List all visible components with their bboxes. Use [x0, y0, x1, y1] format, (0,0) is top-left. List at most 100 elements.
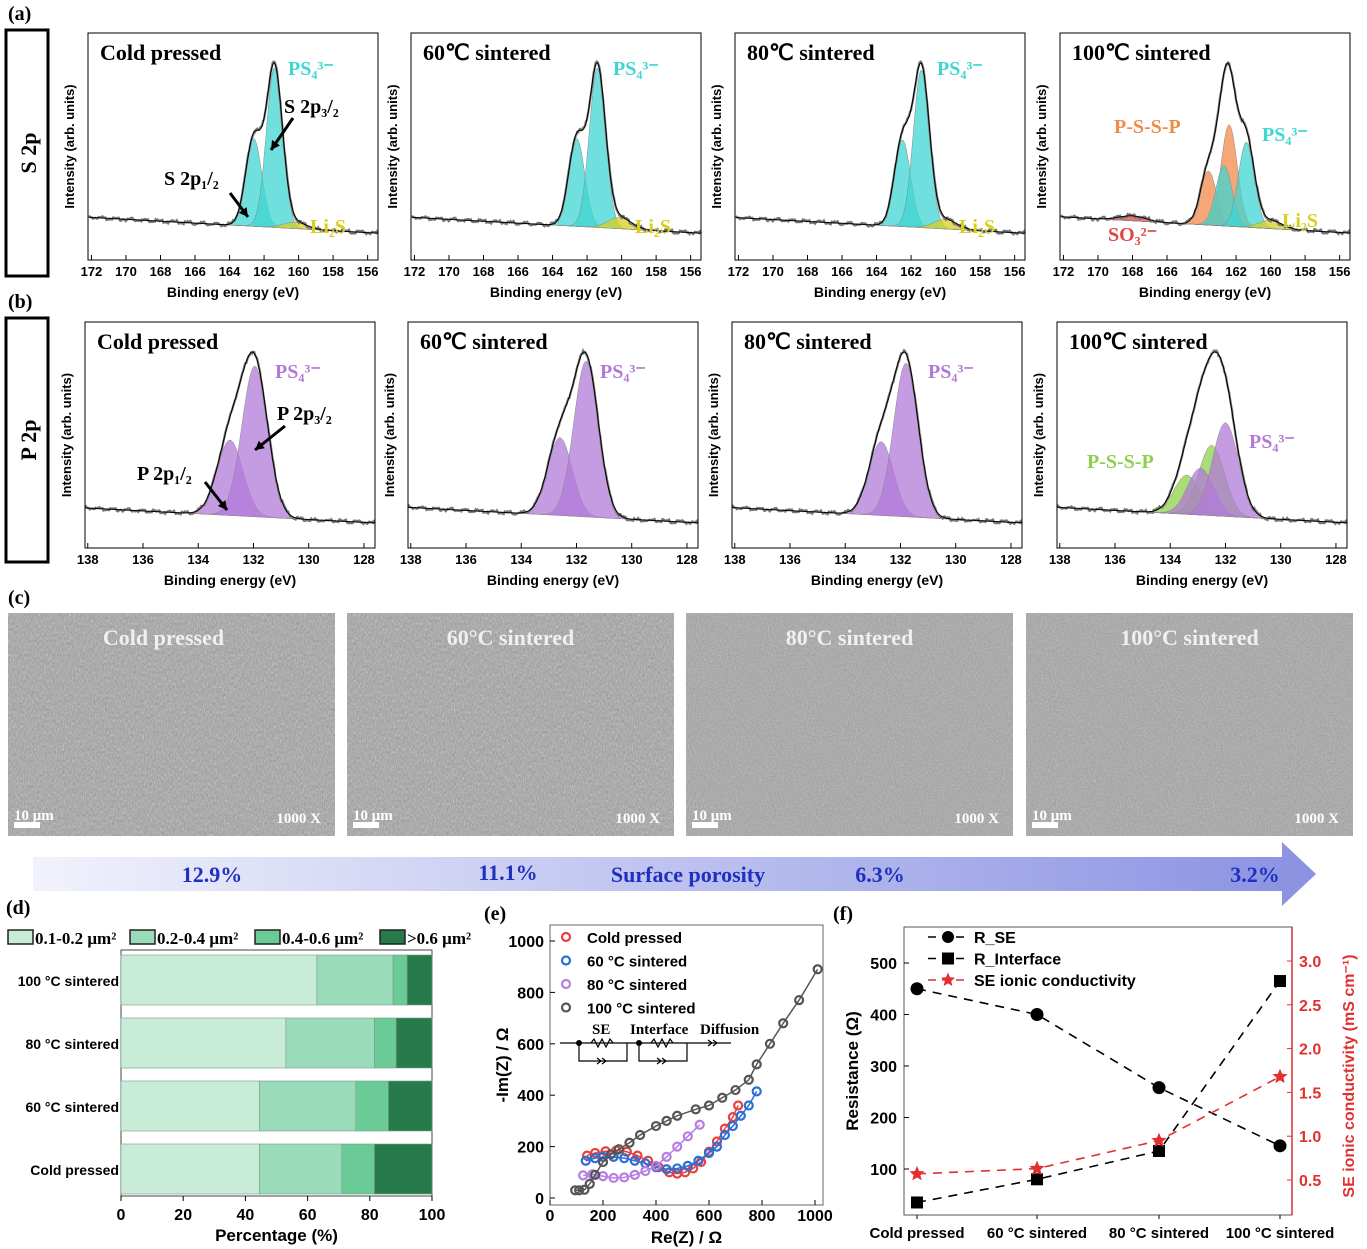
data-point-circle	[1273, 1139, 1287, 1153]
x-tick-label: 158	[322, 264, 344, 279]
circuit-label: Interface	[630, 1022, 689, 1038]
series-line	[583, 1124, 701, 1179]
x-tick-label: 160	[288, 264, 310, 279]
xps-frame	[1059, 32, 1351, 261]
xps-envelope-fit	[89, 62, 379, 234]
y-right-axis-label: SE ionic conductivity (mS cm⁻¹)	[1341, 954, 1358, 1197]
bar-segment	[285, 1017, 375, 1069]
peak-label: PS₄³⁻	[1262, 124, 1308, 146]
bar-segment	[374, 1017, 397, 1069]
data-point	[719, 1129, 731, 1141]
x-tick-label: 400	[643, 1208, 670, 1225]
xps-subplot: 138 136 134 132 130 128 Binding energy (eV) Int…	[706, 321, 1023, 588]
legend-swatch	[379, 929, 406, 945]
data-point	[717, 1092, 728, 1103]
bar-segment	[316, 954, 394, 1006]
porosity-value-cold: 12.9%	[182, 862, 243, 887]
legend-swatch	[7, 929, 34, 945]
data-point	[672, 1163, 683, 1174]
y-axis-label: Intensity (arb. units)	[1034, 84, 1049, 208]
x-axis-label: Re(Z) / Ω	[651, 1228, 722, 1247]
x-tick-label: 134	[834, 552, 856, 567]
magnification-label: 1000 X	[615, 811, 660, 827]
sem-texture	[8, 613, 335, 836]
magnification-label: 1000 X	[1294, 811, 1339, 827]
legend-label: R_Interface	[974, 952, 1061, 969]
data-point	[605, 1149, 617, 1160]
y-tick-label: 100	[870, 1162, 897, 1179]
xps-frame	[87, 32, 379, 261]
circuit-node	[636, 1040, 642, 1046]
data-point	[650, 1160, 662, 1171]
x-tick-label: 172	[81, 264, 103, 279]
data-point	[574, 1185, 585, 1196]
x-tick-label: 80	[361, 1207, 379, 1224]
x-tick-label: 128	[1000, 552, 1022, 567]
peak-label: P 2p₃/₂	[277, 403, 332, 425]
data-point	[793, 995, 805, 1006]
xps-raw-data	[411, 60, 702, 236]
x-tick-label: 100	[419, 1207, 446, 1224]
x-tick-label: 134	[187, 552, 209, 567]
porosity-arrow: 12.9% 11.1% Surface porosity 6.3% 3.2%	[33, 842, 1316, 906]
data-point	[613, 1144, 625, 1155]
porosity-arrow-shape	[33, 842, 1316, 906]
x-tick-label: 156	[680, 264, 702, 279]
bar-segment	[120, 1017, 287, 1069]
x-tick-label: 160	[1260, 264, 1282, 279]
legend-marker	[942, 931, 954, 943]
x-tick-label: 130	[298, 552, 320, 567]
peak-label: PS₄³⁻	[275, 361, 321, 383]
x-tick-label: 166	[507, 264, 529, 279]
data-point	[672, 1141, 683, 1152]
x-tick-label: 134	[1159, 552, 1181, 567]
x-tick-label: 600	[696, 1208, 723, 1225]
y-right-tick-label: 2.0	[1299, 1042, 1321, 1059]
sem-texture	[347, 613, 674, 836]
x-tick-label: 160	[935, 264, 957, 279]
category-label: 100 °C sintered	[1226, 1225, 1335, 1242]
x-tick-label: 170	[438, 264, 460, 279]
x-tick-label: 138	[1049, 552, 1071, 567]
legend-label: R_SE	[974, 930, 1016, 947]
legend-label: >0.6 μm²	[407, 929, 471, 948]
x-tick-label: 132	[1215, 552, 1237, 567]
series-line	[916, 980, 1281, 1204]
data-point	[743, 1074, 754, 1085]
data-point	[812, 964, 823, 975]
category-label: Cold pressed	[869, 1225, 964, 1242]
data-point-circle	[1152, 1081, 1166, 1095]
row-label-box-s2p	[4, 28, 50, 278]
scale-bar-label: 10 μm	[692, 808, 732, 824]
series-line	[916, 1075, 1281, 1175]
sem-image: 80°C sintered 10 μm 1000 X	[686, 613, 1013, 836]
data-point	[578, 1170, 589, 1181]
y-axis-label: Intensity (arb. units)	[59, 373, 74, 497]
data-point	[640, 1165, 651, 1177]
data-point	[619, 1153, 630, 1164]
xps-envelope-fit	[407, 351, 699, 524]
category-label: 60 °C sintered	[987, 1225, 1087, 1242]
y-axis-label: Resistance (Ω)	[843, 1011, 862, 1130]
data-point	[735, 1110, 746, 1121]
x-axis-label: Percentage (%)	[215, 1226, 338, 1245]
sem-images: Cold pressed 10 μm 1000 X 60°C sintered 10 μ…	[8, 613, 1353, 836]
x-tick-label: 800	[749, 1208, 776, 1225]
legend-marker	[560, 931, 572, 943]
subplot-title: 100℃ sintered	[1072, 40, 1211, 65]
xps-envelope-fit	[84, 351, 376, 524]
sem-image: 60°C sintered 10 μm 1000 X	[347, 613, 674, 836]
xps-subplot: 172 170 168 166 164 162 160 158 156 Binding energ…	[62, 32, 379, 300]
xps-raw-data	[735, 60, 1026, 237]
peak-label: S 2p₃/₂	[284, 96, 339, 118]
x-tick-label: 130	[945, 552, 967, 567]
xps-subplot: 138 136 134 132 130 128 Binding energy (eV) Int…	[1031, 321, 1348, 588]
y-tick-label: 600	[517, 1037, 544, 1054]
circuit-label: Diffusion	[700, 1022, 760, 1038]
peak-label: PS₄³⁻	[937, 58, 983, 80]
x-tick-label: 130	[1270, 552, 1292, 567]
peak-label: PS₄³⁻	[613, 58, 659, 80]
peak-label: PS₄³⁻	[928, 361, 974, 383]
category-label: Cold pressed	[30, 1162, 119, 1178]
